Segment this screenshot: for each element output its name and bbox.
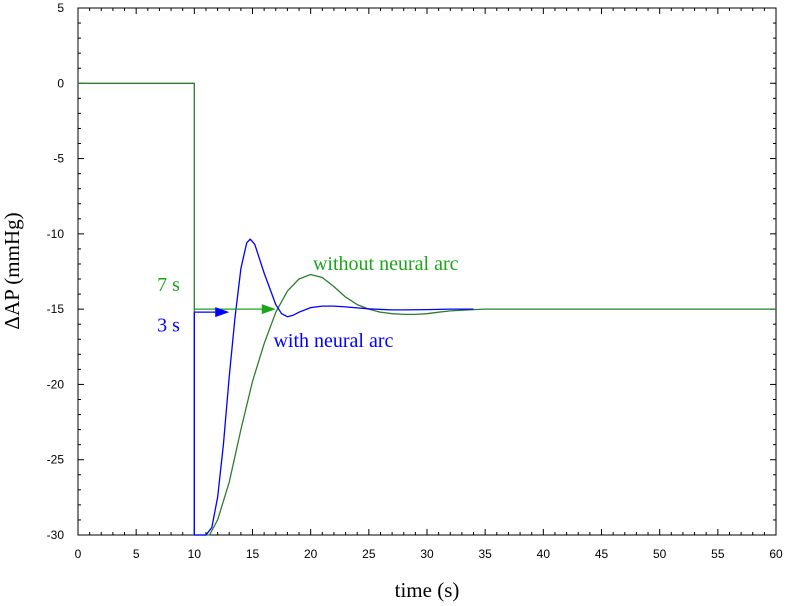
x-tick-label: 5 [133, 547, 140, 561]
delay-arrow-head [261, 304, 276, 315]
x-axis-ticks: 0 5 10 15 20 25 30 35 40 45 50 55 60 [75, 8, 783, 561]
x-tick-label: 10 [188, 547, 202, 561]
y-tick-label: -30 [47, 528, 65, 542]
x-tick-label: 45 [595, 547, 609, 561]
y-tick-label: -20 [47, 377, 65, 391]
y-tick-label: -25 [47, 453, 65, 467]
y-tick-label: -5 [53, 152, 64, 166]
y-tick-label: -15 [47, 302, 65, 316]
x-tick-label: 15 [246, 547, 260, 561]
annotation-layer: without neural arc with neural arc 7 s 3 s [157, 253, 459, 352]
series-layer [78, 82, 776, 536]
series-line-green [78, 82, 776, 536]
x-tick-label: 50 [653, 547, 667, 561]
series-line-blue [193, 238, 474, 536]
x-tick-label: 55 [711, 547, 725, 561]
arrow-layer [194, 304, 276, 318]
annotation-label: without neural arc [313, 253, 459, 275]
y-tick-label: 0 [57, 76, 64, 90]
x-tick-label: 35 [478, 547, 492, 561]
y-axis-title: ΔAP (mmHg) [0, 212, 24, 329]
x-tick-label: 40 [537, 547, 551, 561]
x-tick-label: 30 [420, 547, 434, 561]
x-axis-title: time (s) [395, 578, 460, 602]
annotation-label: with neural arc [273, 330, 393, 352]
x-tick-label: 60 [769, 547, 783, 561]
x-tick-label: 20 [304, 547, 318, 561]
y-axis-ticks: 5 0 -5 -10 -15 -20 -25 -30 [47, 1, 776, 542]
y-tick-label: -10 [47, 227, 65, 241]
x-tick-label: 25 [362, 547, 376, 561]
y-tick-label: 5 [57, 1, 64, 15]
delay-arrow-head [215, 307, 230, 318]
annotation-label: 7 s [157, 274, 180, 296]
annotation-label: 3 s [157, 315, 180, 337]
x-tick-label: 0 [75, 547, 82, 561]
